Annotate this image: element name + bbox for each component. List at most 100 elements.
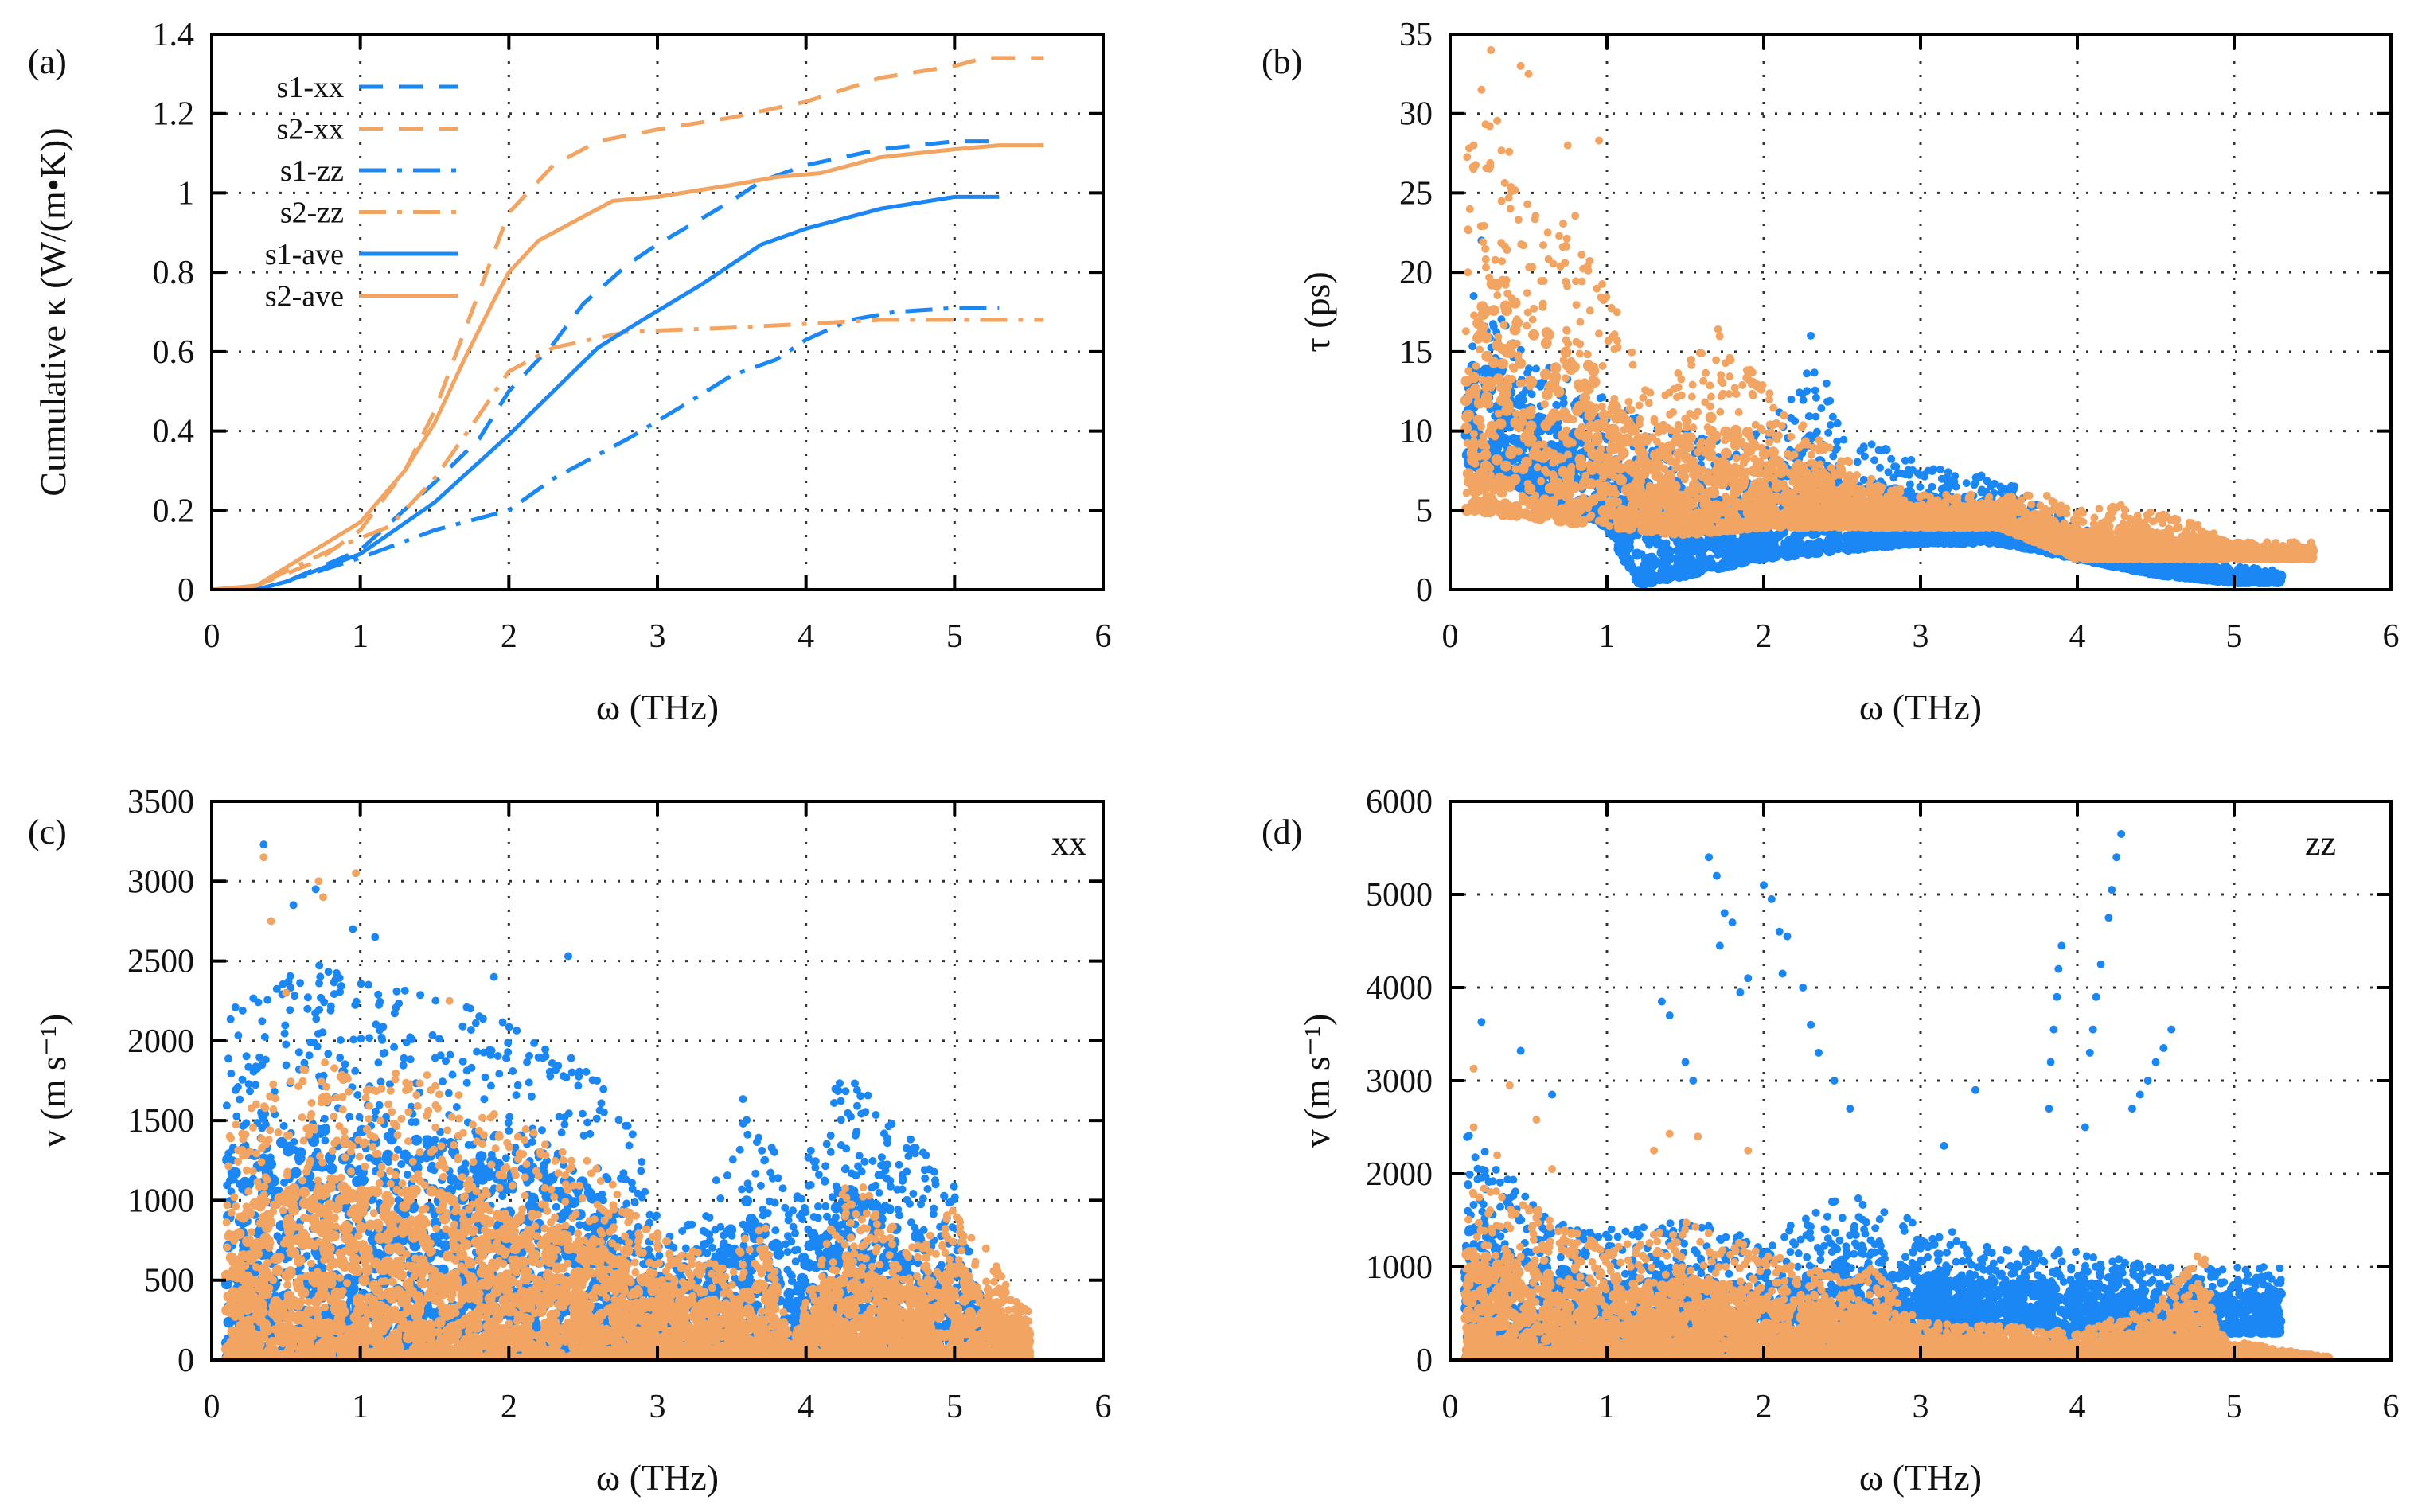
data-point <box>1598 473 1607 482</box>
plot-area <box>1460 45 2318 590</box>
data-point <box>1532 364 1540 373</box>
data-point <box>1488 305 1499 317</box>
data-point <box>1608 497 1620 508</box>
data-point <box>1717 371 1726 380</box>
data-point <box>1944 468 1952 477</box>
data-point <box>1562 234 1571 243</box>
data-point <box>1554 423 1562 432</box>
data-point <box>2130 564 2142 575</box>
data-point <box>1765 389 1774 398</box>
data-point <box>1576 340 1585 349</box>
data-point <box>1538 302 1547 311</box>
data-point <box>1712 356 1721 364</box>
data-point <box>1839 435 1848 444</box>
data-point <box>1804 440 1812 449</box>
data-point <box>1511 317 1523 329</box>
data-point <box>1811 393 1820 402</box>
data-point <box>1495 409 1503 418</box>
data-point <box>1732 454 1741 462</box>
data-point <box>2237 575 2248 586</box>
data-point <box>1730 384 1739 392</box>
data-point <box>1997 488 2005 497</box>
data-point <box>1673 560 1685 572</box>
data-point <box>1835 462 1844 470</box>
data-point <box>1481 255 1490 263</box>
data-point <box>1780 411 1788 420</box>
data-point <box>1831 539 1843 551</box>
data-point <box>1717 392 1726 401</box>
data-point <box>1598 361 1607 370</box>
data-point <box>1698 438 1706 446</box>
data-point <box>1738 380 1747 389</box>
data-point <box>1750 540 1762 552</box>
plot-area <box>212 56 1044 590</box>
data-point <box>1829 452 1838 461</box>
data-point <box>2146 508 2155 516</box>
data-point-outlier <box>1681 573 1690 582</box>
data-point <box>1893 538 1905 550</box>
data-point <box>1928 482 1936 491</box>
data-point <box>1824 428 1833 437</box>
data-point <box>1742 373 1751 382</box>
data-point <box>1718 379 1727 388</box>
data-point <box>1862 540 1874 552</box>
data-point <box>1893 469 1902 477</box>
data-point <box>1577 251 1586 259</box>
data-point <box>1884 536 1895 548</box>
data-point <box>1714 325 1722 333</box>
data-point <box>1772 433 1780 442</box>
data-point <box>1608 333 1616 341</box>
data-point <box>1916 482 1925 491</box>
data-point <box>1597 516 1609 528</box>
data-point <box>1662 539 1671 548</box>
data-point <box>1757 426 1766 435</box>
data-point <box>1722 559 1734 571</box>
series-line-s1-ave <box>212 194 1000 590</box>
data-point <box>1549 373 1561 385</box>
data-point <box>1905 480 1914 489</box>
data-point <box>1499 321 1508 329</box>
data-point <box>2211 568 2223 579</box>
data-point <box>1907 456 1916 464</box>
data-point <box>1683 417 1692 426</box>
data-point <box>1523 289 1531 298</box>
data-point <box>1715 332 1724 341</box>
data-point <box>1699 376 1708 385</box>
data-point <box>1701 398 1710 407</box>
data-point <box>1556 263 1565 271</box>
data-point <box>1892 462 1901 471</box>
data-point <box>1598 411 1607 419</box>
data-point <box>1476 222 1485 231</box>
data-point <box>1480 397 1492 409</box>
data-point <box>1725 390 1733 399</box>
data-point <box>1799 421 1808 430</box>
data-point <box>1476 345 1484 354</box>
data-point <box>1977 488 1986 497</box>
data-point <box>1511 409 1520 418</box>
data-point <box>1644 399 1653 407</box>
data-point <box>1726 372 1734 380</box>
data-point <box>1908 535 1920 547</box>
data-point <box>1860 452 1869 461</box>
data-point <box>1481 120 1490 129</box>
data-point <box>2113 503 2122 512</box>
data-point <box>2205 530 2214 539</box>
data-point <box>1577 277 1586 286</box>
data-point <box>1528 315 1537 324</box>
data-point <box>1798 389 1807 398</box>
data-point <box>1843 456 1852 465</box>
data-point <box>1971 473 1980 482</box>
data-point <box>1523 200 1532 208</box>
data-point <box>1493 116 1502 125</box>
data-point <box>1639 393 1648 402</box>
data-point <box>1505 147 1514 156</box>
data-point <box>1780 539 1792 551</box>
data-point <box>1498 257 1507 266</box>
data-point <box>1509 297 1521 309</box>
data-point <box>1720 550 1732 562</box>
data-point <box>1503 289 1512 298</box>
data-point <box>1472 161 1480 170</box>
data-point <box>1739 545 1751 557</box>
data-point <box>1507 187 1516 196</box>
data-point <box>1688 380 1697 389</box>
